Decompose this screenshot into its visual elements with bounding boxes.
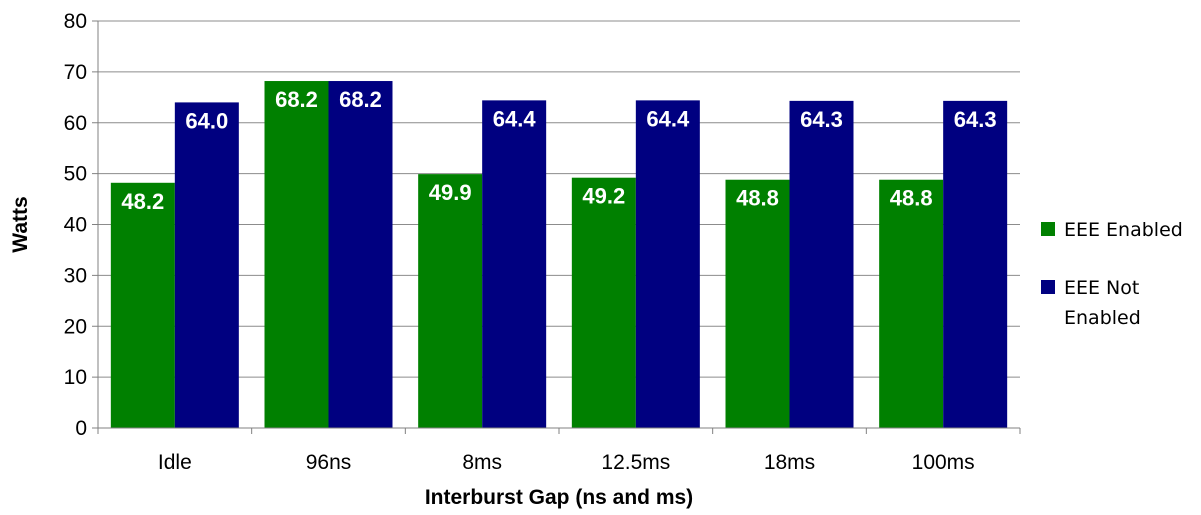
data-label: 64.0 (185, 108, 228, 133)
x-axis-title: Interburst Gap (ns and ms) (425, 486, 693, 509)
bar (418, 174, 483, 428)
legend: EEE Enabled EEE Not Enabled (1041, 219, 1183, 329)
axes: 0 10 20 30 40 50 60 70 80 Idle 96ns 8ms 12.5ms 18ms 10… (64, 10, 1021, 474)
y-tick-label: 70 (64, 61, 87, 84)
bar (943, 100, 1008, 428)
x-tick-label: 8ms (462, 451, 502, 474)
data-label: 64.3 (954, 107, 997, 132)
bar (482, 100, 547, 429)
data-label: 48.2 (121, 189, 164, 214)
data-label: 49.2 (582, 184, 625, 209)
x-tick-label: Idle (158, 451, 192, 474)
y-tick-label: 20 (64, 315, 87, 338)
bar (635, 100, 700, 429)
y-tick-label: 10 (64, 366, 87, 389)
legend-label: EEE Not (1064, 277, 1139, 299)
data-label: 49.9 (429, 180, 472, 205)
bar (571, 177, 636, 428)
data-label: 68.2 (339, 87, 382, 112)
x-tick-label: 100ms (912, 451, 975, 474)
bar (264, 81, 329, 428)
y-tick-label: 0 (75, 417, 87, 440)
legend-label: Enabled (1064, 307, 1141, 329)
gridlines (98, 20, 1020, 378)
bar (328, 81, 393, 428)
data-label: 48.8 (890, 186, 933, 211)
data-label: 64.3 (800, 107, 843, 132)
x-tick-label: 96ns (306, 451, 352, 474)
data-labels: 48.2 64.0 68.2 68.2 49.9 64.4 49.2 64.4 48.8 64.3… (121, 87, 996, 214)
data-label: 48.8 (736, 186, 779, 211)
data-label: 64.4 (493, 106, 537, 131)
y-tick-label: 50 (64, 163, 87, 186)
data-label: 68.2 (275, 87, 318, 112)
y-axis-title: Watts (9, 196, 32, 252)
legend-swatch (1041, 280, 1055, 294)
bar (110, 182, 175, 428)
x-tick-label: 18ms (764, 451, 815, 474)
y-tick-label: 80 (64, 10, 87, 33)
bar (174, 102, 239, 429)
y-tick-label: 40 (64, 214, 87, 237)
data-label: 64.4 (646, 106, 690, 131)
legend-swatch (1041, 222, 1055, 236)
bars (110, 81, 1008, 429)
bar (789, 100, 854, 428)
y-tick-label: 30 (64, 264, 87, 287)
legend-label: EEE Enabled (1064, 219, 1183, 241)
bar (879, 179, 944, 428)
bar (725, 179, 790, 428)
y-tick-label: 60 (64, 112, 87, 135)
x-tick-label: 12.5ms (601, 451, 670, 474)
